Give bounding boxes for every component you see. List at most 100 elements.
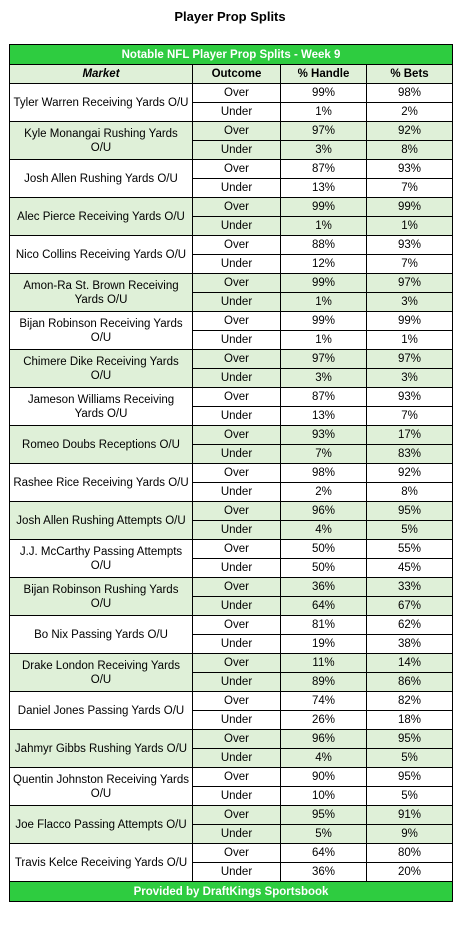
prop-splits-table-wrap: Notable NFL Player Prop Splits - Week 9 … [9, 44, 453, 902]
market-cell: Chimere Dike Receiving Yards O/U [10, 350, 193, 388]
bets-cell: 8% [367, 141, 453, 160]
column-header-handle: % Handle [281, 65, 367, 84]
handle-cell: 99% [281, 274, 367, 293]
market-cell: Bo Nix Passing Yards O/U [10, 616, 193, 654]
handle-cell: 1% [281, 103, 367, 122]
handle-cell: 97% [281, 350, 367, 369]
bets-cell: 7% [367, 255, 453, 274]
bets-cell: 18% [367, 711, 453, 730]
table-row: Jahmyr Gibbs Rushing Yards O/U Over 96% 95% [10, 730, 453, 749]
bets-cell: 93% [367, 236, 453, 255]
market-cell: Amon-Ra St. Brown Receiving Yards O/U [10, 274, 193, 312]
bets-cell: 93% [367, 160, 453, 179]
table-row: Rashee Rice Receiving Yards O/U Over 98% 92… [10, 464, 453, 483]
bets-cell: 92% [367, 122, 453, 141]
outcome-cell: Over [193, 730, 281, 749]
outcome-cell: Under [193, 483, 281, 502]
outcome-cell: Over [193, 844, 281, 863]
handle-cell: 97% [281, 122, 367, 141]
handle-cell: 95% [281, 806, 367, 825]
bets-cell: 7% [367, 179, 453, 198]
table-row: Quentin Johnston Receiving Yards O/U Over… [10, 768, 453, 787]
outcome-cell: Under [193, 673, 281, 692]
handle-cell: 74% [281, 692, 367, 711]
table-row: Joe Flacco Passing Attempts O/U Over 95% 91… [10, 806, 453, 825]
bets-cell: 62% [367, 616, 453, 635]
bets-cell: 3% [367, 369, 453, 388]
table-row: Romeo Doubs Receptions O/U Over 93% 17% [10, 426, 453, 445]
bets-cell: 99% [367, 312, 453, 331]
column-header-market: Market [10, 65, 193, 84]
outcome-cell: Under [193, 749, 281, 768]
market-cell: Travis Kelce Receiving Yards O/U [10, 844, 193, 882]
handle-cell: 89% [281, 673, 367, 692]
bets-cell: 83% [367, 445, 453, 464]
bets-cell: 20% [367, 863, 453, 882]
market-cell: Daniel Jones Passing Yards O/U [10, 692, 193, 730]
market-cell: Tyler Warren Receiving Yards O/U [10, 84, 193, 122]
handle-cell: 12% [281, 255, 367, 274]
market-cell: Bijan Robinson Receiving Yards O/U [10, 312, 193, 350]
handle-cell: 36% [281, 863, 367, 882]
outcome-cell: Over [193, 274, 281, 293]
outcome-cell: Under [193, 293, 281, 312]
table-row: Chimere Dike Receiving Yards O/U Over 97% 9… [10, 350, 453, 369]
outcome-cell: Over [193, 160, 281, 179]
outcome-cell: Under [193, 521, 281, 540]
bets-cell: 95% [367, 768, 453, 787]
handle-cell: 11% [281, 654, 367, 673]
market-cell: Josh Allen Rushing Yards O/U [10, 160, 193, 198]
handle-cell: 26% [281, 711, 367, 730]
outcome-cell: Over [193, 84, 281, 103]
table-row: Bo Nix Passing Yards O/U Over 81% 62% [10, 616, 453, 635]
outcome-cell: Over [193, 578, 281, 597]
outcome-cell: Under [193, 141, 281, 160]
handle-cell: 3% [281, 369, 367, 388]
bets-cell: 91% [367, 806, 453, 825]
bets-cell: 3% [367, 293, 453, 312]
bets-cell: 1% [367, 331, 453, 350]
table-row: Drake London Receiving Yards O/U Over 11% 1… [10, 654, 453, 673]
handle-cell: 64% [281, 597, 367, 616]
table-row: Jameson Williams Receiving Yards O/U Over… [10, 388, 453, 407]
handle-cell: 87% [281, 388, 367, 407]
bets-cell: 5% [367, 521, 453, 540]
bets-cell: 80% [367, 844, 453, 863]
page-title: Player Prop Splits [0, 10, 460, 30]
column-header-outcome: Outcome [193, 65, 281, 84]
table-row: Bijan Robinson Receiving Yards O/U Over 99… [10, 312, 453, 331]
table-row: Travis Kelce Receiving Yards O/U Over 64% 8… [10, 844, 453, 863]
handle-cell: 5% [281, 825, 367, 844]
bets-cell: 2% [367, 103, 453, 122]
handle-cell: 10% [281, 787, 367, 806]
outcome-cell: Over [193, 122, 281, 141]
outcome-cell: Under [193, 217, 281, 236]
bets-cell: 7% [367, 407, 453, 426]
table-row: Kyle Monangai Rushing Yards O/U Over 97% 92… [10, 122, 453, 141]
bets-cell: 8% [367, 483, 453, 502]
outcome-cell: Under [193, 559, 281, 578]
bets-cell: 55% [367, 540, 453, 559]
outcome-cell: Under [193, 331, 281, 350]
handle-cell: 4% [281, 749, 367, 768]
handle-cell: 93% [281, 426, 367, 445]
outcome-cell: Under [193, 179, 281, 198]
bets-cell: 93% [367, 388, 453, 407]
market-cell: Drake London Receiving Yards O/U [10, 654, 193, 692]
table-row: Josh Allen Rushing Yards O/U Over 87% 93% [10, 160, 453, 179]
table-row: Josh Allen Rushing Attempts O/U Over 96% 95… [10, 502, 453, 521]
outcome-cell: Under [193, 787, 281, 806]
outcome-cell: Over [193, 616, 281, 635]
table-row: Amon-Ra St. Brown Receiving Yards O/U Ove… [10, 274, 453, 293]
bets-cell: 99% [367, 198, 453, 217]
handle-cell: 7% [281, 445, 367, 464]
column-header-bets: % Bets [367, 65, 453, 84]
handle-cell: 13% [281, 407, 367, 426]
outcome-cell: Under [193, 103, 281, 122]
bets-cell: 98% [367, 84, 453, 103]
handle-cell: 99% [281, 312, 367, 331]
table-title: Notable NFL Player Prop Splits - Week 9 [10, 45, 453, 65]
table-row: J.J. McCarthy Passing Attempts O/U Over 50… [10, 540, 453, 559]
handle-cell: 50% [281, 559, 367, 578]
market-cell: Romeo Doubs Receptions O/U [10, 426, 193, 464]
